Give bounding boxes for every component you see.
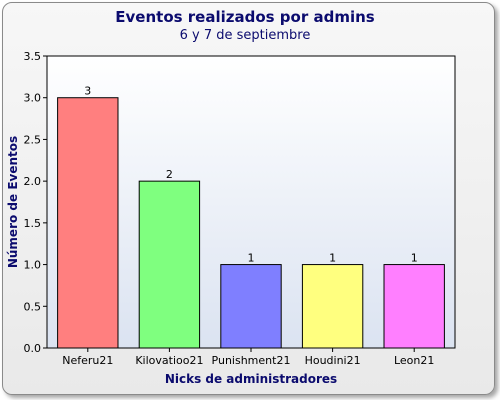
x-tick-label: Leon21 bbox=[394, 354, 434, 367]
bar bbox=[301, 264, 364, 349]
bar-series: 3 2 1 1 1 bbox=[57, 85, 445, 349]
data-label: 1 bbox=[329, 252, 336, 265]
y-tick-label: 2.5 bbox=[24, 133, 42, 146]
data-label: 3 bbox=[84, 85, 91, 98]
y-tick-label: 0.0 bbox=[24, 342, 42, 355]
x-tick-label: Kilovatioo21 bbox=[135, 354, 203, 367]
bar bbox=[138, 180, 201, 349]
chart-title: Eventos realizados por admins bbox=[115, 8, 374, 26]
x-axis: Neferu21 Kilovatioo21 Punishment21 Houdini2… bbox=[62, 348, 434, 367]
y-tick-label: 3.0 bbox=[24, 92, 42, 105]
chart-subtitle: 6 y 7 de septiembre bbox=[180, 28, 311, 43]
y-axis: 0.0 0.5 1.0 1.5 2.0 2.5 3.0 3.5 bbox=[24, 50, 47, 355]
x-tick-label: Neferu21 bbox=[62, 354, 113, 367]
bar bbox=[220, 264, 282, 349]
bar bbox=[57, 97, 119, 349]
y-tick-label: 0.5 bbox=[24, 300, 42, 313]
x-tick-label: Houdini21 bbox=[305, 354, 361, 367]
x-tick-label: Punishment21 bbox=[212, 354, 291, 367]
x-axis-label: Nicks de administradores bbox=[165, 372, 337, 386]
data-label: 1 bbox=[411, 252, 418, 265]
data-label: 2 bbox=[166, 168, 173, 181]
bar bbox=[383, 264, 445, 349]
y-tick-label: 1.0 bbox=[24, 259, 42, 272]
data-label: 1 bbox=[248, 252, 255, 265]
y-tick-label: 3.5 bbox=[24, 50, 42, 63]
y-tick-label: 1.5 bbox=[24, 217, 42, 230]
y-tick-label: 2.0 bbox=[24, 175, 42, 188]
y-axis-label: Número de Eventos bbox=[6, 136, 20, 268]
